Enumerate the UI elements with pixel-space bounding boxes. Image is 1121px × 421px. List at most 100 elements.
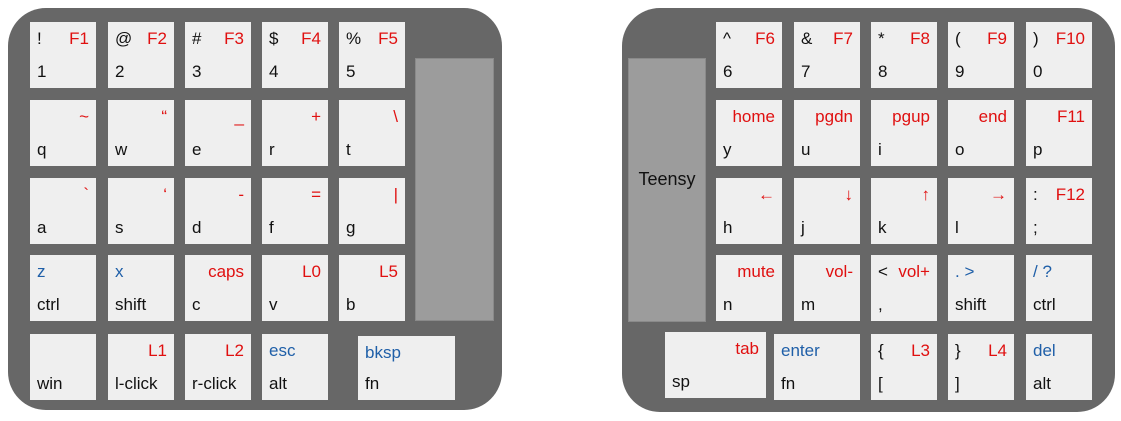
- legend-top-right: vol+: [898, 262, 930, 281]
- legend-top-left: %: [346, 29, 362, 48]
- key-g: | g: [339, 178, 405, 244]
- legend-top-right: pgdn: [815, 107, 853, 126]
- legend-top-right: -: [238, 185, 244, 204]
- legend-top-right: ←: [758, 185, 775, 204]
- key-shift-right: . > shift: [948, 255, 1014, 321]
- key-d: -d: [185, 178, 251, 244]
- key-1: ! F1 1: [30, 22, 96, 88]
- key-win: win: [30, 334, 96, 400]
- key-7: & F7 7: [794, 22, 860, 88]
- legend-bottom: shift: [115, 295, 147, 314]
- key-ctrl-right: / ? ctrl: [1026, 255, 1092, 321]
- legend-top-left: del: [1033, 341, 1056, 360]
- legend-top-right: end: [978, 107, 1007, 126]
- legend-top-right: caps: [208, 262, 244, 281]
- legend-top-left: . >: [955, 262, 975, 281]
- legend-bottom: d: [192, 218, 202, 237]
- key-ctrl-left: z ctrl: [30, 255, 96, 321]
- legend-top-right: L3: [911, 341, 930, 360]
- legend-top-right: L4: [988, 341, 1007, 360]
- legend-top-right: F4: [301, 29, 321, 48]
- key-y: home y: [716, 100, 782, 166]
- legend-top-right: _: [234, 107, 244, 126]
- legend-bottom: r: [269, 140, 275, 159]
- legend-bottom: alt: [269, 374, 287, 393]
- legend-bottom: v: [269, 295, 278, 314]
- legend-top-right: tab: [735, 339, 759, 358]
- key-q: ~ q: [30, 100, 96, 166]
- legend-top-right: +: [311, 107, 321, 126]
- key-4: $ F4 4: [262, 22, 328, 88]
- key-h: ← h: [716, 178, 782, 244]
- legend-top-left: @: [115, 29, 133, 48]
- legend-top-right: L0: [302, 262, 321, 281]
- legend-bottom: l: [955, 218, 959, 237]
- key-s: ‘s: [108, 178, 174, 244]
- legend-bottom: b: [346, 295, 356, 314]
- key-9: (F9 9: [948, 22, 1014, 88]
- legend-top-right: mute: [737, 262, 775, 281]
- legend-top-right: ↓: [844, 185, 854, 204]
- key-semicolon: : F12;: [1026, 178, 1092, 244]
- key-l-click: L1 l-click: [108, 334, 174, 400]
- legend-top-right: ‘: [163, 185, 167, 204]
- key-n: mute n: [716, 255, 782, 321]
- legend-top-left: *: [878, 29, 885, 48]
- legend-bottom: [: [878, 374, 883, 393]
- legend-bottom: ctrl: [1033, 295, 1056, 314]
- key-5: % F5 5: [339, 22, 405, 88]
- legend-bottom: f: [269, 218, 274, 237]
- legend-top-right: F8: [910, 29, 930, 48]
- key-j: ↓ j: [794, 178, 860, 244]
- legend-bottom: sp: [672, 372, 690, 391]
- legend-top-left: :: [1033, 185, 1038, 204]
- key-alt-right: del alt: [1026, 334, 1092, 400]
- legend-bottom: l-click: [115, 374, 158, 393]
- key-i: pgup i: [871, 100, 937, 166]
- legend-top-right: F10: [1055, 29, 1085, 48]
- key-a: ` a: [30, 178, 96, 244]
- teensy-board: Teensy: [628, 58, 706, 322]
- legend-bottom: 1: [37, 62, 47, 81]
- key-bracket-left: { L3 [: [871, 334, 937, 400]
- key-r-click: L2 r-click: [185, 334, 251, 400]
- legend-top-right: →: [990, 185, 1007, 204]
- legend-top-right: F11: [1056, 107, 1085, 126]
- legend-bottom: 2: [115, 62, 125, 81]
- legend-top-left: ): [1033, 29, 1039, 48]
- legend-bottom: s: [115, 218, 124, 237]
- legend-bottom: 8: [878, 62, 888, 81]
- key-m: vol-m: [794, 255, 860, 321]
- legend-top-right: F7: [833, 29, 853, 48]
- thumb-slab: [415, 58, 494, 321]
- legend-bottom: g: [346, 218, 356, 237]
- legend-top-right: F2: [147, 29, 167, 48]
- legend-top-right: home: [732, 107, 775, 126]
- key-u: pgdn u: [794, 100, 860, 166]
- legend-top-left: {: [878, 341, 884, 360]
- legend-bottom: h: [723, 218, 733, 237]
- legend-top-left: z: [37, 262, 46, 281]
- legend-bottom: q: [37, 140, 47, 159]
- left-keyboard-half: ! F1 1 @ F2 2 # F3 3 $ F4 4% F5 5 ~ q “w _ e + r \ t ` a ‘s - d = f | g…: [8, 8, 502, 410]
- legend-bottom: ,: [878, 295, 883, 314]
- legend-top-left: x: [115, 262, 124, 281]
- legend-top-right: F6: [755, 29, 775, 48]
- legend-bottom: 4: [269, 62, 279, 81]
- legend-bottom: win: [37, 374, 63, 393]
- legend-top-left: $: [269, 29, 279, 48]
- key-k: ↑ k: [871, 178, 937, 244]
- legend-bottom: 5: [346, 62, 356, 81]
- legend-top-right: “: [161, 107, 167, 126]
- legend-bottom: fn: [365, 374, 380, 393]
- legend-bottom: y: [723, 140, 732, 159]
- key-f: = f: [262, 178, 328, 244]
- legend-bottom: 0: [1033, 62, 1043, 81]
- key-o: end o: [948, 100, 1014, 166]
- legend-top-left: (: [955, 29, 961, 48]
- key-v: L0 v: [262, 255, 328, 321]
- legend-top-right: F9: [987, 29, 1007, 48]
- key-w: “w: [108, 100, 174, 166]
- legend-top-right: L1: [148, 341, 167, 360]
- key-e: _ e: [185, 100, 251, 166]
